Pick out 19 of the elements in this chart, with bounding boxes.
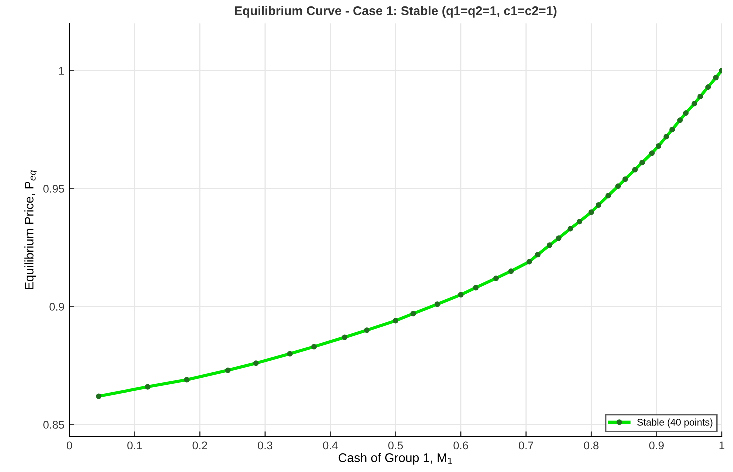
legend-label: Stable (40 points) <box>638 418 713 428</box>
y-axis-title: Equilibrium Price, P$_{eq}$ <box>24 170 38 290</box>
x-tick-label: 0.2 <box>192 442 208 450</box>
y-tick-label: 0.95 <box>44 185 64 193</box>
x-tick-label: 0.1 <box>128 442 142 450</box>
x-tick-label: 0.5 <box>388 442 404 450</box>
y-tick-label: 0.9 <box>50 303 64 311</box>
x-tick-label: 0.4 <box>323 442 338 450</box>
x-tick-label: 0.9 <box>649 442 664 450</box>
y-tick-label: 0.85 <box>44 421 64 429</box>
x-tick-label: 0.7 <box>519 442 534 450</box>
x-tick-label: 0.6 <box>454 442 468 450</box>
x-tick-label: 0.8 <box>584 442 599 450</box>
x-tick-label: 1 <box>720 442 725 450</box>
y-tick-label: 1 <box>59 67 64 75</box>
x-tick-label: 0.3 <box>258 442 273 450</box>
chart-title: Equilibrium Curve - Case 1: Stable (q1=q2=1, c1=c2=1) <box>235 6 557 18</box>
x-tick-label: 0 <box>66 442 72 450</box>
x-axis-title: Cash of Group 1, M$_{1}$ <box>338 453 452 465</box>
